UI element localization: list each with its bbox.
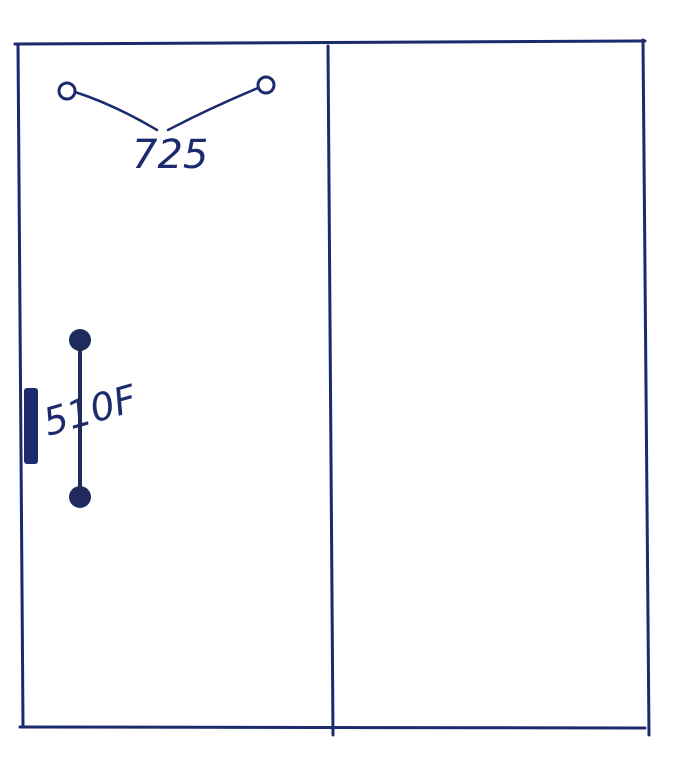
- frame-left-edge: [16, 42, 25, 727]
- panel-divider: [326, 44, 335, 737]
- frame-top-edge: [13, 39, 647, 46]
- right-pivot-circle: [256, 75, 276, 95]
- left-pivot-line: [73, 90, 159, 132]
- top-dimension-label: 725: [132, 132, 208, 178]
- frame-right-edge: [641, 38, 651, 737]
- left-pivot-circle: [57, 81, 77, 101]
- handle-top-knob: [69, 329, 91, 351]
- side-label: 510F: [38, 376, 142, 445]
- lock-block: [24, 388, 38, 464]
- right-pivot-line: [166, 86, 260, 132]
- handle-bottom-knob: [69, 486, 91, 508]
